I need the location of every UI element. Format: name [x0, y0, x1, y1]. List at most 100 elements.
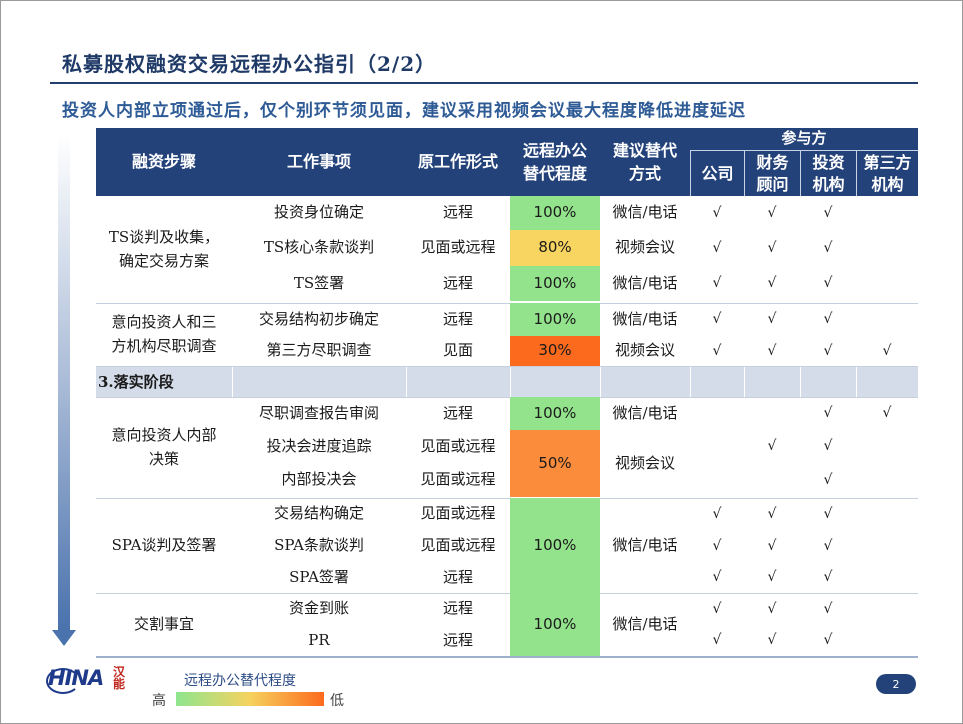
- header-participants: 参与方: [690, 128, 918, 150]
- phase-divider: [690, 366, 691, 397]
- step-label-line2: 确定交易方案: [118, 251, 209, 270]
- original-form-cell: 见面或远程: [420, 470, 496, 489]
- header-company: 公司: [690, 150, 744, 196]
- task-cell: 交易结构初步确定: [258, 309, 379, 328]
- task-cell: 投决会进度追踪: [266, 436, 372, 455]
- group-separator: [96, 366, 918, 367]
- participant-fa-cell: √: [767, 569, 777, 586]
- step-label-line1: 意向投资人和三: [111, 313, 217, 332]
- original-form-cell: 远程: [442, 599, 473, 618]
- participant-third-cell: √: [882, 405, 892, 422]
- header-remote-line1: 远程办公: [522, 140, 587, 160]
- participant-third-cell: [856, 562, 918, 593]
- header-remote-line2: 替代程度: [522, 164, 587, 183]
- title-divider: [50, 82, 918, 84]
- participant-inv-cell: √: [823, 471, 833, 488]
- phase-divider: [510, 366, 511, 397]
- step-label: 意向投资人内部 决策: [96, 397, 232, 498]
- participant-third-cell: [856, 498, 918, 530]
- arrow-down-icon: [52, 630, 76, 646]
- suggested-method: 微信/电话: [612, 203, 678, 222]
- participant-third-cell: [856, 430, 918, 463]
- header-remote: 远程办公 替代程度: [510, 128, 600, 196]
- suggested-method: 视频会议: [614, 453, 675, 472]
- participant-company-cell: √: [712, 569, 722, 586]
- header-investor: 投资 机构: [800, 150, 856, 196]
- task-cell: 投资身位确定: [273, 203, 364, 222]
- participant-company-cell: √: [712, 505, 722, 522]
- participant-inv-cell: √: [823, 204, 833, 221]
- participant-third-cell: [856, 463, 918, 497]
- participant-fa-cell: √: [767, 438, 777, 455]
- participant-fa-cell: [744, 397, 800, 430]
- remote-substitution-level: 80%: [510, 230, 600, 266]
- step-label-line2: 方机构尽职调查: [111, 336, 217, 355]
- suggested-method: 视频会议: [614, 341, 675, 360]
- remote-substitution-level: 30%: [510, 336, 600, 366]
- table-bottom-rule: [96, 656, 918, 658]
- participant-inv-cell: √: [823, 537, 833, 554]
- remote-substitution-level: 50%: [510, 430, 600, 497]
- participant-company-cell: √: [712, 632, 722, 649]
- remote-work-table: 融资步骤 工作事项 原工作形式 远程办公 替代程度 建议替代 方式 参与方 公司…: [96, 128, 918, 658]
- phase-divider: [800, 366, 801, 397]
- slide-title: 私募股权融资交易远程办公指引（2/2）: [62, 52, 437, 76]
- group-separator: [96, 498, 918, 499]
- remote-substitution-level: 100%: [510, 593, 600, 656]
- header-third-line2: 机构: [871, 174, 904, 194]
- participant-fa-cell: √: [767, 342, 777, 359]
- group-separator: [96, 593, 918, 594]
- task-cell: 交易结构确定: [273, 504, 364, 523]
- task-cell: TS签署: [293, 273, 345, 292]
- header-investor-line1: 投资: [812, 152, 845, 172]
- original-form-cell: 远程: [442, 273, 473, 292]
- participant-fa-cell: [744, 463, 800, 497]
- group-separator: [96, 397, 918, 398]
- original-form-cell: 远程: [442, 203, 473, 222]
- participant-inv-cell: √: [823, 438, 833, 455]
- participant-fa-cell: √: [767, 600, 777, 617]
- original-form-cell: 见面: [442, 341, 473, 360]
- participant-fa-cell: √: [767, 505, 777, 522]
- participant-fa-cell: √: [767, 239, 777, 256]
- participant-inv-cell: √: [823, 311, 833, 328]
- task-cell: SPA签署: [289, 567, 349, 586]
- participant-third-cell: [856, 230, 918, 266]
- progress-arrow: [58, 136, 70, 630]
- header-fa: 财务 顾问: [744, 150, 800, 196]
- step-label: TS谈判及收集， 确定交易方案: [96, 196, 232, 303]
- logo-cn-text: 汉能: [113, 665, 126, 691]
- page-number: 2: [876, 674, 916, 694]
- original-form-cell: 见面或远程: [420, 536, 496, 555]
- participant-third-cell: [856, 530, 918, 562]
- task-cell: 资金到账: [288, 599, 349, 618]
- remote-substitution-level: 100%: [510, 397, 600, 430]
- participant-third-cell: √: [882, 342, 892, 359]
- remote-substitution-level: 100%: [510, 266, 600, 301]
- group-separator: [96, 303, 918, 304]
- suggested-method: 微信/电话: [612, 273, 678, 292]
- legend-high-label: 高: [152, 693, 166, 709]
- header-suggest-line2: 方式: [628, 164, 661, 183]
- company-logo-cn: 汉能: [113, 666, 127, 690]
- original-form-cell: 远程: [442, 403, 473, 422]
- participant-third-cell: [856, 303, 918, 336]
- participant-company-cell: √: [712, 239, 722, 256]
- participant-company-cell: √: [712, 204, 722, 221]
- participant-inv-cell: √: [823, 600, 833, 617]
- original-form-cell: 见面或远程: [420, 504, 496, 523]
- participant-fa-cell: √: [767, 275, 777, 292]
- participant-company-cell: √: [712, 537, 722, 554]
- participant-company-cell: √: [712, 600, 722, 617]
- header-task: 工作事项: [232, 128, 406, 196]
- suggested-method: 微信/电话: [612, 535, 678, 554]
- phase-divider: [856, 366, 857, 397]
- header-third-line1: 第三方: [863, 152, 912, 172]
- task-cell: PR: [308, 630, 330, 649]
- phase-divider: [744, 366, 745, 397]
- step-label-line2: 决策: [148, 449, 179, 468]
- logo-ring: [46, 668, 80, 694]
- phase-divider: [600, 366, 601, 397]
- header-fa-line2: 顾问: [756, 174, 789, 194]
- header-suggest: 建议替代 方式: [600, 128, 690, 196]
